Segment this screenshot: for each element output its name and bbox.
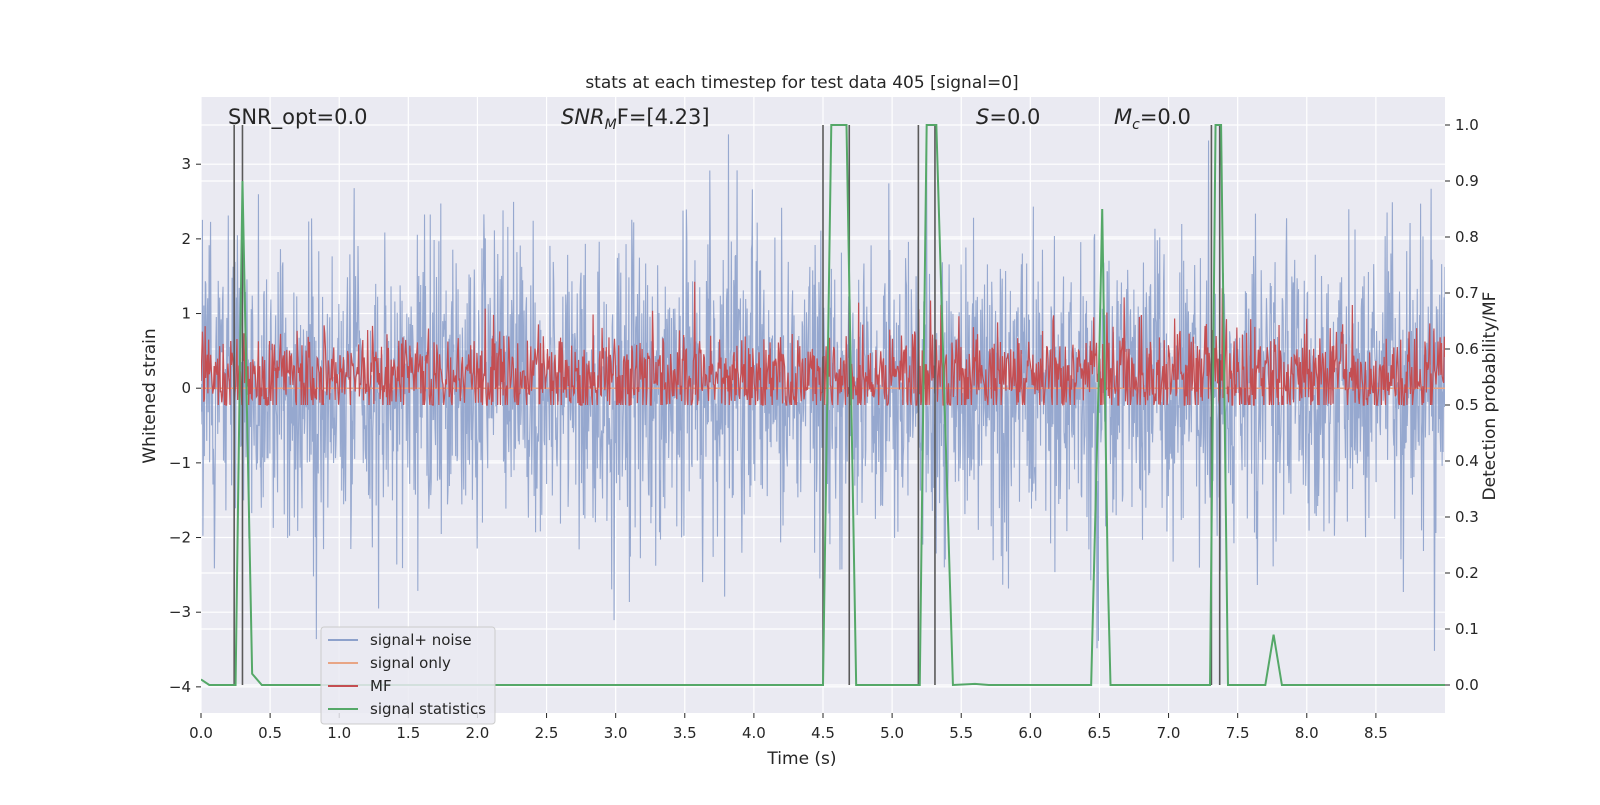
y2-tick-label: 1.0 [1455, 116, 1479, 134]
annotation-mc-rest: =0.0 [1140, 105, 1191, 129]
legend-label-signal-only: signal only [370, 654, 451, 672]
y2-tick-label: 0.3 [1455, 508, 1479, 526]
x-tick-label: 4.5 [811, 724, 835, 742]
y-tick-label: −4 [169, 678, 191, 696]
annotation-snr-mf: SNRMF=[4.23] [561, 105, 710, 133]
x-tick-label: 8.5 [1364, 724, 1388, 742]
y-tick-label: 0 [181, 379, 191, 397]
x-tick-label: 7.5 [1226, 724, 1250, 742]
y-axis-label: Whitened strain [140, 328, 160, 463]
legend-label-mf: MF [370, 677, 392, 695]
x-tick-label: 6.5 [1088, 724, 1112, 742]
x-tick-label: 7.0 [1157, 724, 1181, 742]
x-tick-label: 0.0 [189, 724, 213, 742]
y2-tick-label: 0.7 [1455, 284, 1479, 302]
x-tick-label: 4.0 [742, 724, 766, 742]
y2-tick-label: 0.5 [1455, 396, 1479, 414]
y2-tick-label: 0.9 [1455, 172, 1479, 190]
x-tick-label: 1.0 [327, 724, 351, 742]
annotation-snr-mf-main: SNR [561, 105, 605, 129]
x-tick-label: 2.0 [466, 724, 490, 742]
x-tick-label: 3.0 [604, 724, 628, 742]
y-tick-label: 2 [181, 230, 191, 248]
annotation-snr-mf-sub: M [605, 117, 617, 133]
y-tick-label: −3 [169, 603, 191, 621]
legend-box [320, 626, 496, 725]
y-tick-label: 1 [181, 305, 191, 323]
x-tick-label: 5.5 [949, 724, 973, 742]
x-tick-label: 6.0 [1018, 724, 1042, 742]
chart-title: stats at each timestep for test data 405… [585, 73, 1018, 93]
y2-axis-label: Detection probability/MF [1480, 292, 1500, 501]
x-axis-label: Time (s) [766, 749, 836, 769]
series-layer [201, 124, 1445, 687]
y2-tick-label: 0.8 [1455, 228, 1479, 246]
axes-layer: 0.0 0.5 1.0 1.5 2.0 2.5 3.0 3.5 4.0 4.5 5.0 5.5 6.0 6… [169, 116, 1479, 742]
y2-tick-label: 0.0 [1455, 676, 1479, 694]
x-tick-label: 8.0 [1295, 724, 1319, 742]
x-tick-label: 3.5 [673, 724, 697, 742]
legend: signal+ noise signal only MF signal stat… [320, 626, 496, 725]
x-tick-label: 5.0 [880, 724, 904, 742]
annotation-snr-opt: SNR_opt=0.0 [228, 105, 368, 130]
y2-tick-label: 0.1 [1455, 620, 1479, 638]
x-tick-label: 2.5 [535, 724, 559, 742]
legend-label-stats: signal statistics [370, 700, 486, 718]
series-signal-statistics-line [201, 124, 1445, 687]
annotation-s-main: S [976, 105, 989, 129]
y-tick-label: −2 [169, 529, 191, 547]
legend-label-noise: signal+ noise [370, 631, 472, 649]
annotation-mc-sub: c [1132, 117, 1140, 133]
annotation-mc-main: M [1114, 105, 1132, 129]
annotation-s-rest: =0.0 [989, 105, 1040, 129]
annotation-s: S=0.0 [976, 105, 1040, 129]
y2-tick-label: 0.4 [1455, 452, 1479, 470]
x-tick-label: 1.5 [396, 724, 420, 742]
y2-tick-label: 0.6 [1455, 340, 1479, 358]
y2-tick-label: 0.2 [1455, 564, 1479, 582]
y-tick-label: 3 [181, 155, 191, 173]
y-tick-label: −1 [169, 454, 191, 472]
annotation-mc: Mc=0.0 [1114, 105, 1191, 133]
annotation-snr-mf-rest: F=[4.23] [617, 105, 710, 129]
x-tick-label: 0.5 [258, 724, 282, 742]
